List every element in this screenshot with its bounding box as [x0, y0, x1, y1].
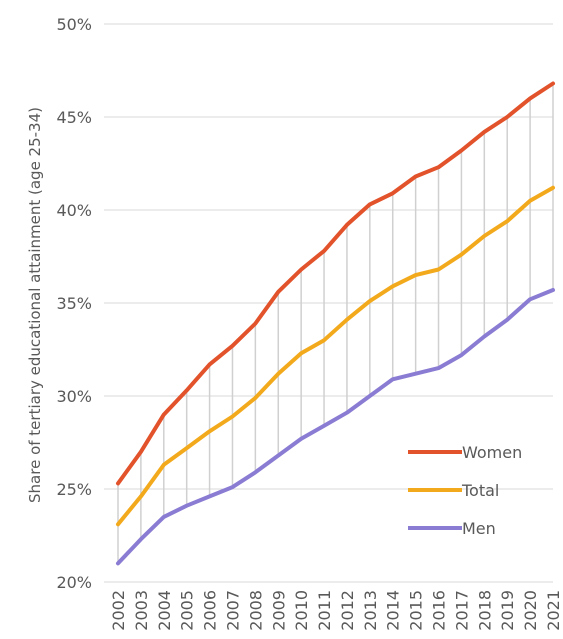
y-tick-label: 50% — [56, 15, 92, 34]
x-tick-label: 2008 — [246, 590, 265, 631]
x-tick-label: 2007 — [223, 590, 242, 631]
y-tick-label: 40% — [56, 201, 92, 220]
series-line-men — [116, 288, 555, 566]
x-tick-label: 2019 — [498, 590, 517, 631]
y-axis-ticks: 20% 25% 30% 35% 40% 45% 50% — [56, 15, 92, 592]
x-tick-label: 2006 — [201, 590, 220, 631]
x-tick-label: 2017 — [452, 590, 471, 631]
x-tick-label: 2009 — [269, 590, 288, 631]
series-lines — [116, 81, 555, 566]
y-axis-title: Share of tertiary educational attainment… — [26, 107, 44, 503]
x-tick-label: 2012 — [338, 590, 357, 631]
y-tick-label: 25% — [56, 480, 92, 499]
legend-label-women: Women — [462, 443, 522, 462]
x-axis-ticks: 2002 2003 2004 2005 2006 2007 2008 2009 2010 2011… — [109, 590, 563, 631]
x-tick-label: 2003 — [132, 590, 151, 631]
y-tick-label: 20% — [56, 573, 92, 592]
y-tick-label: 30% — [56, 387, 92, 406]
x-tick-label: 2015 — [407, 590, 426, 631]
x-tick-label: 2020 — [521, 590, 540, 631]
x-tick-label: 2013 — [361, 590, 380, 631]
x-tick-label: 2005 — [178, 590, 197, 631]
x-tick-label: 2021 — [544, 590, 563, 631]
x-tick-label: 2011 — [315, 590, 334, 631]
legend-label-total: Total — [461, 481, 499, 500]
y-tick-label: 35% — [56, 294, 92, 313]
series-line-total — [116, 185, 555, 527]
x-tick-label: 2002 — [109, 590, 128, 631]
x-tick-label: 2010 — [292, 590, 311, 631]
x-tick-label: 2018 — [475, 590, 494, 631]
x-tick-label: 2004 — [155, 590, 174, 631]
x-tick-label: 2016 — [430, 590, 449, 631]
x-tick-label: 2014 — [384, 590, 403, 631]
legend-label-men: Men — [462, 519, 496, 538]
series-line-women — [116, 81, 555, 486]
y-tick-label: 45% — [56, 108, 92, 127]
legend: Women Total Men — [408, 443, 522, 538]
